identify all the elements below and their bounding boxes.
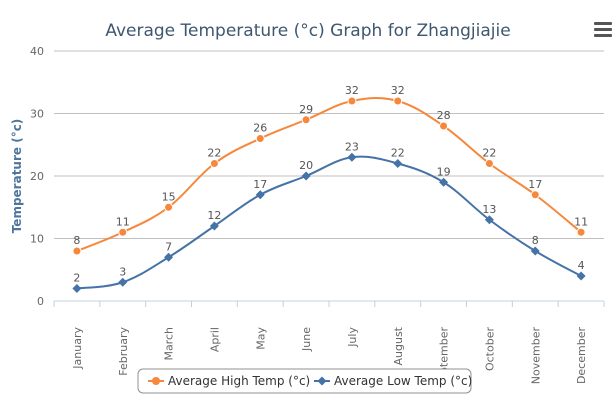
data-point-marker bbox=[439, 177, 449, 187]
data-label: 15 bbox=[162, 190, 176, 203]
legend-label: Average High Temp (°c) bbox=[168, 374, 310, 388]
x-tick-label: February bbox=[117, 327, 130, 376]
data-point-marker bbox=[72, 284, 82, 293]
menu-bar bbox=[594, 34, 612, 37]
data-point-marker bbox=[164, 202, 174, 212]
legend-box bbox=[137, 368, 472, 394]
data-point-marker bbox=[72, 246, 82, 256]
data-point-marker bbox=[393, 159, 403, 168]
data-point-marker bbox=[439, 121, 449, 131]
x-tick-label: August bbox=[392, 326, 405, 365]
x-tick-label: October bbox=[483, 327, 496, 371]
data-point-marker bbox=[301, 115, 311, 125]
data-label: 23 bbox=[345, 140, 359, 153]
data-point-marker bbox=[301, 171, 311, 181]
x-tick-label: January bbox=[71, 327, 84, 370]
data-point-marker bbox=[484, 215, 494, 225]
data-point-marker bbox=[118, 277, 128, 287]
data-label: 12 bbox=[207, 209, 221, 222]
data-label: 22 bbox=[207, 147, 221, 160]
data-label: 7 bbox=[165, 240, 172, 253]
y-axis-title: Temperature (°c) bbox=[10, 119, 24, 234]
y-tick-label: 0 bbox=[37, 295, 44, 308]
y-tick-label: 30 bbox=[30, 108, 44, 121]
data-point-marker bbox=[255, 190, 265, 200]
x-tick-label: April bbox=[208, 327, 221, 352]
series-line-high bbox=[76, 97, 582, 252]
data-label: 8 bbox=[73, 234, 80, 247]
data-label: 29 bbox=[299, 103, 313, 116]
data-point-marker bbox=[484, 159, 494, 168]
data-point-marker bbox=[255, 134, 265, 143]
x-tick-label: May bbox=[254, 327, 267, 350]
y-tick-label: 20 bbox=[30, 170, 44, 183]
data-point-marker bbox=[209, 159, 219, 168]
data-label: 28 bbox=[437, 109, 451, 122]
data-label: 11 bbox=[116, 215, 130, 228]
data-label: 2 bbox=[73, 272, 80, 285]
menu-bar bbox=[594, 28, 612, 31]
legend-label: Average Low Temp (°c) bbox=[334, 374, 472, 388]
data-label: 3 bbox=[119, 265, 126, 278]
data-label: 17 bbox=[253, 178, 267, 191]
data-label: 11 bbox=[574, 215, 588, 228]
data-point-marker bbox=[576, 271, 586, 281]
x-tick-label: November bbox=[529, 327, 542, 385]
x-tick-label: December bbox=[575, 327, 588, 385]
x-tick-label: July bbox=[346, 327, 359, 348]
y-tick-label: 40 bbox=[30, 45, 44, 58]
data-label: 17 bbox=[528, 178, 542, 191]
data-label: 22 bbox=[391, 147, 405, 160]
data-point-marker bbox=[347, 152, 357, 162]
data-point-marker bbox=[118, 227, 128, 237]
series-line-low bbox=[76, 155, 582, 290]
data-point-marker bbox=[576, 227, 586, 237]
data-label: 4 bbox=[578, 259, 585, 272]
y-tick-label: 10 bbox=[30, 233, 44, 246]
data-point-marker bbox=[530, 190, 540, 200]
data-label: 20 bbox=[299, 159, 313, 172]
menu-bar bbox=[594, 22, 612, 25]
data-point-marker bbox=[393, 96, 403, 106]
data-label: 32 bbox=[345, 84, 359, 97]
legend-marker bbox=[152, 377, 160, 385]
data-point-marker bbox=[347, 96, 357, 106]
chart-menu-icon[interactable] bbox=[594, 22, 612, 38]
x-tick-label: June bbox=[300, 327, 313, 352]
data-label: 19 bbox=[437, 165, 451, 178]
data-label: 32 bbox=[391, 84, 405, 97]
data-point-marker bbox=[209, 221, 219, 231]
data-label: 13 bbox=[482, 203, 496, 216]
x-tick-label: March bbox=[163, 327, 176, 361]
data-label: 26 bbox=[253, 122, 267, 135]
data-label: 8 bbox=[532, 234, 539, 247]
legend-marker bbox=[317, 376, 327, 386]
chart-title: Average Temperature (°c) Graph for Zhang… bbox=[105, 21, 510, 41]
data-label: 22 bbox=[482, 147, 496, 160]
data-point-marker bbox=[530, 246, 540, 256]
data-point-marker bbox=[164, 252, 174, 262]
